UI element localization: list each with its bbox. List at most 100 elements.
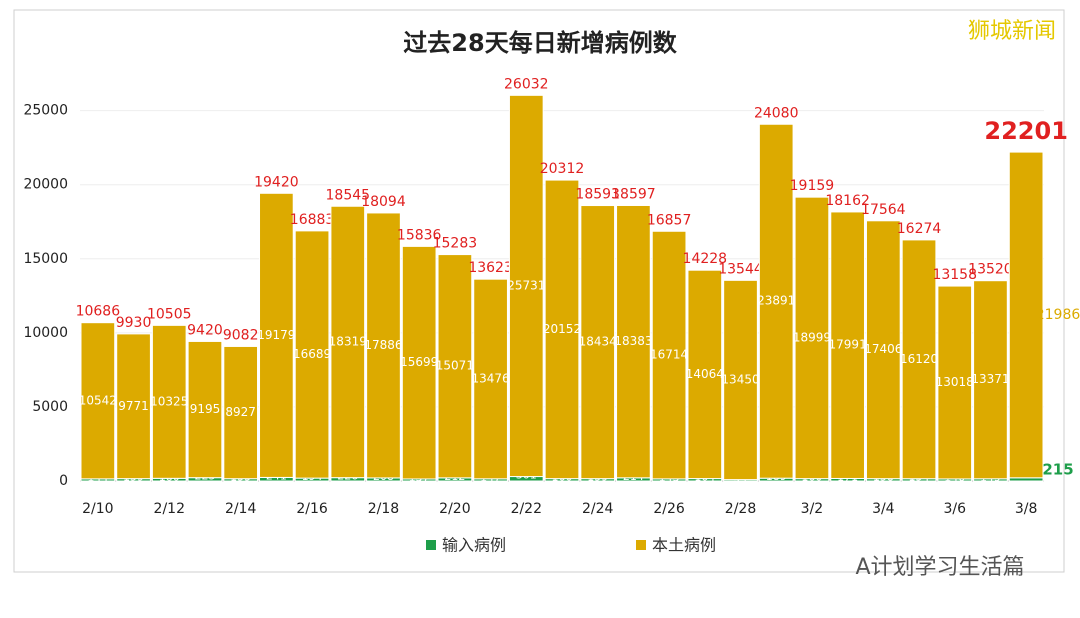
value-label: 16714 [650,348,688,362]
value-label: 10542 [79,393,117,407]
bar-segment [651,230,687,480]
value-label: 9771 [118,399,149,413]
total-label: 24080 [754,105,799,121]
value-label: 10325 [150,394,188,408]
total-label: 13158 [932,267,977,283]
bar-segment [223,345,259,480]
x-tick-label: 2/16 [296,501,328,517]
y-tick-label: 0 [59,473,68,489]
total-label: 15836 [397,227,442,243]
value-label: 13476 [471,372,509,386]
bar-segment [116,333,151,480]
total-label: 16857 [647,212,692,228]
value-label: 13371 [971,372,1009,386]
value-label: 17406 [864,342,902,356]
value-label: 18434 [579,335,617,349]
bar-segment [937,285,973,480]
x-tick-label: 2/12 [154,501,185,517]
bar-segment [973,280,1008,480]
value-label: 13018 [936,375,974,389]
bar-segment [616,204,651,479]
y-tick-label: 15000 [23,251,68,267]
bar-segment [580,205,616,480]
value-label: 14064 [686,367,724,381]
y-tick-label: 5000 [32,399,68,415]
legend-swatch [636,540,646,550]
plot: 050001000015000200002500014410542106862/… [23,76,1080,554]
total-label: 13520 [968,262,1013,278]
value-label: 21986 [1036,307,1080,323]
value-label: 16689 [293,347,331,361]
bar-segment [544,179,580,480]
y-tick-label: 25000 [23,103,68,119]
value-label: 18319 [329,334,367,348]
x-tick-label: 3/2 [801,501,824,517]
legend-label: 输入病例 [442,536,506,555]
bar-segment [80,322,116,480]
bar-segment [758,123,794,479]
value-label: 8927 [225,405,256,419]
value-label: 9195 [190,402,221,416]
total-label: 18094 [361,194,406,210]
y-tick-label: 20000 [23,177,68,193]
legend-swatch [426,540,436,550]
watermark: A计划学习生活篇 [855,555,1024,580]
bar-segment [259,192,294,478]
x-tick-label: 2/10 [82,501,113,517]
x-tick-label: 2/26 [653,501,685,517]
total-label: 19420 [254,174,299,190]
value-label: 17991 [829,338,867,352]
total-label: 18597 [611,186,656,202]
bar-segment [794,196,830,480]
total-label: 26032 [504,76,549,92]
bar-segment [401,245,437,480]
value-label: 16120 [900,352,938,366]
bar-segment [1008,151,1044,479]
x-tick-label: 2/22 [511,501,542,517]
x-tick-label: 2/28 [725,501,756,517]
x-tick-label: 3/6 [943,501,966,517]
total-label: 10686 [76,304,121,320]
total-label: 9420 [187,322,223,338]
bar-segment [151,324,187,479]
total-label: 18593 [575,187,620,203]
x-tick-label: 3/4 [872,501,895,517]
bar-segment [294,230,330,479]
bar-segment [830,211,865,479]
bar-segment [687,269,723,480]
value-label: 20152 [543,322,581,336]
total-label: 15283 [433,236,478,252]
bar-segment [508,94,544,478]
total-label: 9930 [116,315,152,331]
bar-segment [437,254,473,479]
total-label: 13544 [718,261,763,277]
watermark: 狮城新闻 [968,19,1056,44]
value-label: 18383 [614,334,652,348]
total-label: 14228 [683,251,728,267]
value-label: 15071 [436,359,474,373]
total-label: 18162 [825,193,870,209]
bar-segment [901,239,937,480]
total-label: 22201 [984,117,1068,145]
x-tick-label: 2/20 [439,501,470,517]
total-label: 19159 [790,178,835,194]
total-label: 16883 [290,212,335,228]
total-label: 16274 [897,221,942,237]
bar-segment [723,279,758,481]
total-label: 17564 [861,202,906,218]
y-tick-label: 10000 [23,325,68,341]
x-tick-label: 3/8 [1015,501,1038,517]
total-label: 18545 [326,187,371,203]
legend-label: 本土病例 [652,536,716,555]
x-tick-label: 2/24 [582,501,614,517]
total-label: 13623 [468,260,513,276]
bar-segment [865,220,901,480]
value-label: 17886 [364,338,402,352]
bar-segment [366,212,401,479]
bar-segment [330,205,366,479]
value-label: 25731 [507,278,545,292]
bar-segment [473,278,508,480]
x-tick-label: 2/18 [368,501,399,517]
value-label: 18999 [793,330,831,344]
x-tick-label: 2/14 [225,501,257,517]
